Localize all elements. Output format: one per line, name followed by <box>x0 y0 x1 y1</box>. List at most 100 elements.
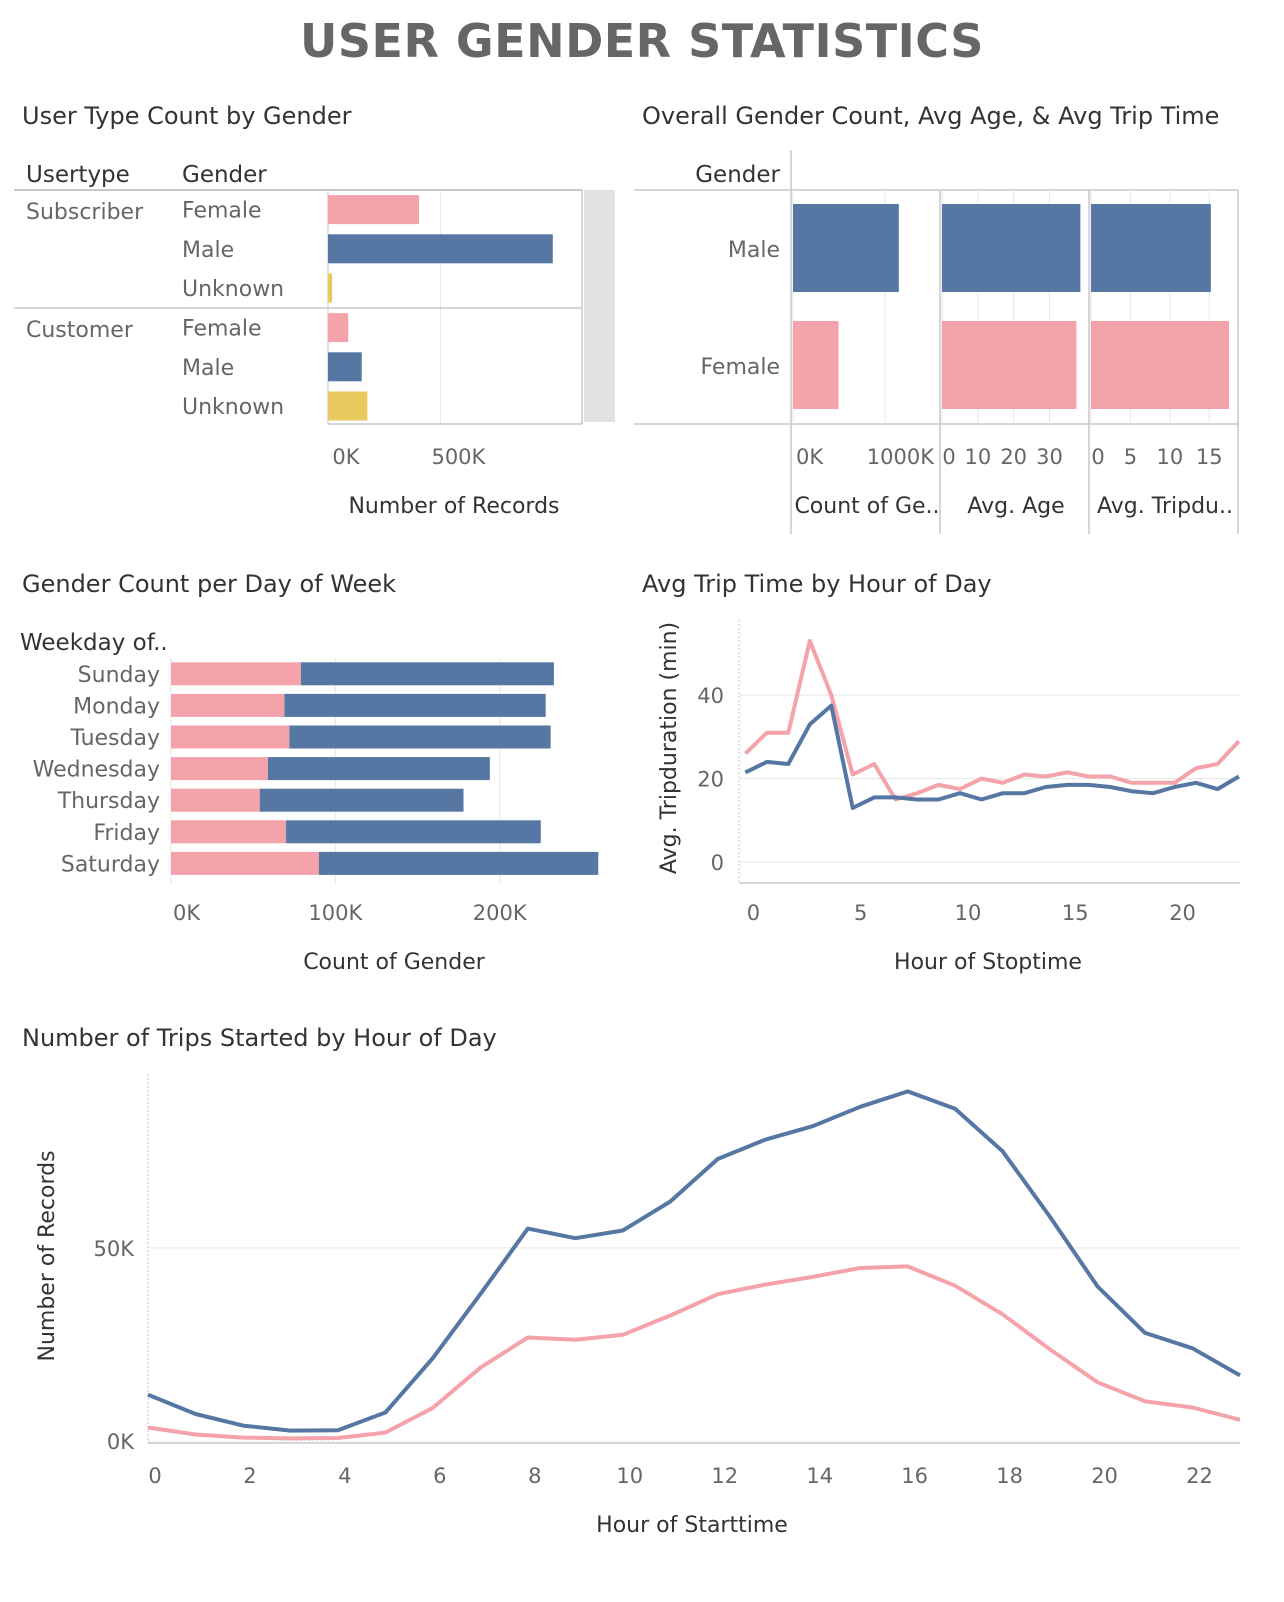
overall-gender-label: Male <box>728 238 780 263</box>
scrollbar-track <box>584 190 615 422</box>
overall-chart-title: Overall Gender Count, Avg Age, & Avg Tri… <box>642 102 1220 130</box>
overall-tick-label: 15 <box>1196 445 1223 469</box>
overall-bar <box>1091 321 1229 409</box>
trips-y-tick-label: 0K <box>107 1430 135 1454</box>
usertype-x-tick-label: 500K <box>431 445 486 469</box>
weekday-category-label: Tuesday <box>69 726 160 751</box>
weekday-chart-title: Gender Count per Day of Week <box>22 570 397 598</box>
trips-x-tick-label: 16 <box>901 1464 928 1488</box>
weekday-bar-segment <box>171 725 290 749</box>
avgtrip-series-line <box>744 703 1240 810</box>
usertype-group-label: Customer <box>26 318 134 343</box>
avgtrip-x-tick-label: 0 <box>747 901 760 925</box>
usertype-bar <box>328 234 553 264</box>
trips-chart-title: Number of Trips Started by Hour of Day <box>22 1024 497 1052</box>
trips-y-axis-title: Number of Records <box>35 1150 60 1361</box>
avgtrip-y-tick-label: 20 <box>697 768 724 792</box>
avgtrip-chart-title: Avg Trip Time by Hour of Day <box>642 570 992 598</box>
overall-bar <box>942 204 1081 292</box>
weekday-bar-segment <box>286 820 541 844</box>
overall-tick-label: 20 <box>1000 445 1027 469</box>
overall-tick-label: 30 <box>1036 445 1063 469</box>
weekday-bar-segment <box>171 851 319 875</box>
avgtrip-x-tick-label: 15 <box>1062 901 1089 925</box>
weekday-bar-segment <box>284 693 546 717</box>
trips-series-line <box>147 1089 1241 1433</box>
avgtrip-series-line <box>744 638 1241 802</box>
usertype-gender-label: Male <box>182 356 234 381</box>
trips-x-tick-label: 8 <box>528 1464 541 1488</box>
usertype-x-axis-title: Number of Records <box>348 494 559 519</box>
weekday-x-tick-label: 0K <box>173 901 201 925</box>
overall-bar <box>942 321 1077 409</box>
weekday-row-header: Weekday of.. <box>20 630 168 656</box>
usertype-x-tick-label: 0K <box>332 445 360 469</box>
usertype-bar <box>328 195 420 225</box>
weekday-x-axis-title: Count of Gender <box>303 950 486 975</box>
usertype-group-label: Subscriber <box>26 200 144 225</box>
trips-x-tick-label: 14 <box>806 1464 833 1488</box>
usertype-gender-label: Female <box>182 199 262 224</box>
weekday-bar-segment <box>171 693 285 717</box>
overall-tick-label: 0 <box>1091 445 1104 469</box>
trips-x-tick-label: 18 <box>996 1464 1023 1488</box>
trips-x-tick-label: 0 <box>148 1464 161 1488</box>
overall-tick-label: 0 <box>942 445 955 469</box>
weekday-bar-segment <box>171 788 260 812</box>
usertype-bar <box>328 313 349 343</box>
overall-row-header: Gender <box>695 162 780 188</box>
overall-tick-label: 10 <box>964 445 991 469</box>
weekday-x-tick-label: 100K <box>308 901 363 925</box>
weekday-category-label: Sunday <box>78 663 160 688</box>
weekday-category-label: Friday <box>93 821 160 846</box>
overall-gender-label: Female <box>700 355 780 380</box>
weekday-x-tick-label: 200K <box>473 901 528 925</box>
avgtrip-x-axis-title: Hour of Stoptime <box>894 950 1082 975</box>
trips-x-tick-label: 12 <box>711 1464 738 1488</box>
trips-x-tick-label: 4 <box>338 1464 351 1488</box>
trips-x-tick-label: 20 <box>1091 1464 1118 1488</box>
avgtrip-y-tick-label: 0 <box>711 851 724 875</box>
weekday-bar-segment <box>289 725 551 749</box>
overall-tick-label: 1000K <box>867 445 935 469</box>
trips-x-tick-label: 22 <box>1186 1464 1213 1488</box>
avgtrip-x-tick-label: 20 <box>1169 901 1196 925</box>
weekday-category-label: Saturday <box>61 852 160 877</box>
weekday-bar-segment <box>267 757 490 781</box>
weekday-bar-segment <box>171 757 268 781</box>
usertype-gender-label: Female <box>182 317 262 342</box>
overall-measure-title: Count of Ge.. <box>794 494 939 519</box>
overall-bar <box>793 204 899 292</box>
avgtrip-x-tick-label: 10 <box>955 901 982 925</box>
page-title: USER GENDER STATISTICS <box>300 14 984 68</box>
overall-bar <box>793 321 839 409</box>
usertype-chart-title: User Type Count by Gender <box>22 102 352 130</box>
weekday-bar-segment <box>259 788 464 812</box>
trips-x-tick-label: 10 <box>616 1464 643 1488</box>
trips-y-tick-label: 50K <box>94 1237 136 1261</box>
weekday-category-label: Wednesday <box>33 758 160 783</box>
weekday-bar-segment <box>318 851 599 875</box>
trips-x-tick-label: 2 <box>243 1464 256 1488</box>
weekday-bar-segment <box>171 820 287 844</box>
usertype-row-header: Usertype <box>26 162 130 188</box>
usertype-gender-label: Unknown <box>182 395 284 420</box>
overall-tick-label: 5 <box>1124 445 1137 469</box>
usertype-bar <box>328 273 333 303</box>
trips-x-axis-title: Hour of Starttime <box>596 1513 788 1538</box>
weekday-bar-segment <box>171 662 301 686</box>
avgtrip-x-tick-label: 5 <box>854 901 867 925</box>
overall-measure-title: Avg. Tripdu.. <box>1097 494 1233 519</box>
overall-tick-label: 10 <box>1156 445 1183 469</box>
usertype-bar <box>328 352 362 382</box>
overall-tick-label: 0K <box>796 445 824 469</box>
avgtrip-y-tick-label: 40 <box>697 684 724 708</box>
overall-bar <box>1091 204 1211 292</box>
usertype-bar <box>328 391 368 421</box>
gender-row-header: Gender <box>182 162 267 188</box>
avgtrip-y-axis-title: Avg. Tripduration (min) <box>657 622 682 874</box>
weekday-bar-segment <box>300 662 554 686</box>
weekday-category-label: Monday <box>73 694 160 719</box>
trips-x-tick-label: 6 <box>433 1464 446 1488</box>
